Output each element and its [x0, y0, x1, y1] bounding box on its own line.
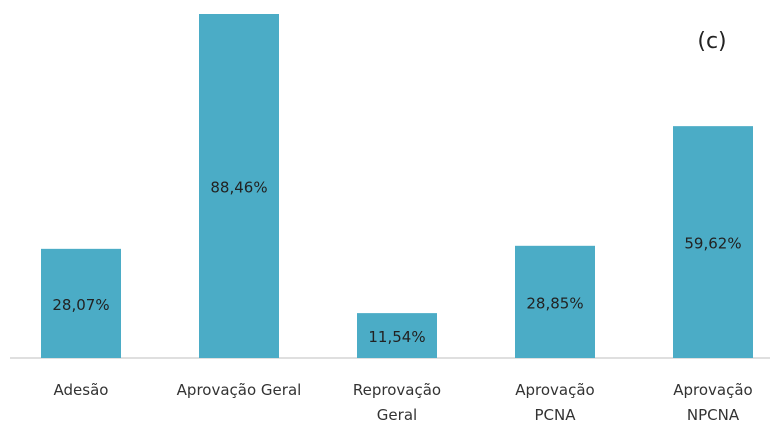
x-tick-label: Reprovação Geral: [353, 381, 441, 424]
bar: [357, 313, 437, 358]
value-label: 88,46%: [210, 179, 267, 197]
value-label: 11,54%: [368, 328, 425, 346]
bar: [41, 248, 121, 358]
x-tick-label-line: Reprovação: [353, 381, 441, 399]
value-label: 28,07%: [52, 296, 109, 314]
bar: [515, 245, 595, 358]
x-tick-label-line: Adesão: [54, 381, 109, 399]
x-tick-label: Aprovação NPCNA: [673, 381, 752, 424]
x-tick-label: Adesão: [54, 381, 109, 399]
x-tick-label-line: Aprovação Geral: [177, 381, 302, 399]
bar: [199, 14, 279, 358]
x-tick-label: Aprovação Geral: [177, 381, 302, 399]
x-tick-label: Aprovação PCNA: [515, 381, 594, 424]
x-tick-label-line: Geral: [377, 406, 417, 424]
bar: [673, 126, 753, 358]
value-label: 59,62%: [684, 235, 741, 253]
chart-title: (c): [697, 29, 726, 54]
value-label: 28,85%: [526, 294, 583, 312]
x-tick-label-line: NPCNA: [687, 406, 740, 424]
x-tick-label-line: PCNA: [534, 406, 576, 424]
x-tick-label-line: Aprovação: [673, 381, 752, 399]
x-tick-label-line: Aprovação: [515, 381, 594, 399]
